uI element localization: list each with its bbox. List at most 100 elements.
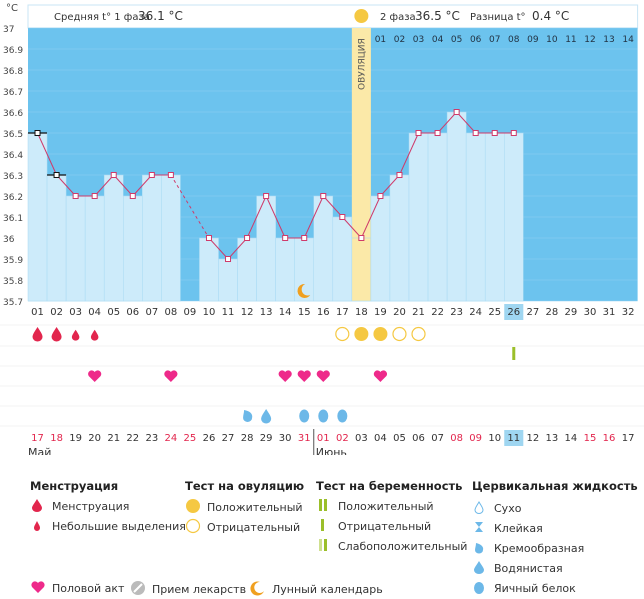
temperature-bar (446, 111, 467, 302)
temperature-line-segment (94, 174, 115, 197)
calendar-date-label: 02 (336, 433, 349, 444)
legend-spotting-label: Небольшие выделения (52, 520, 186, 533)
creamy-fluid-icon (243, 410, 253, 422)
legend-pregnancy-weak-item: Слабоположительный (316, 538, 467, 555)
temperature-point (263, 193, 270, 199)
intercourse-heart-icon (316, 370, 330, 382)
post-ovulation-day-label: 13 (603, 35, 614, 45)
cycle-day-label: 31 (603, 307, 616, 318)
cycle-day-label: 04 (88, 307, 101, 318)
legend-moon-item: Лунный календарь (250, 580, 383, 599)
legend-medication-label: Прием лекарств (152, 583, 247, 596)
calendar-date-label: 29 (260, 433, 273, 444)
temperature-bar (27, 132, 48, 302)
cycle-day-label: 20 (393, 307, 406, 318)
legend-ovulation-test-title: Тест на овуляцию (185, 479, 305, 493)
post-ovulation-day-label: 10 (546, 35, 558, 45)
temperature-bar (142, 174, 162, 302)
today-day-highlight (504, 304, 524, 320)
temperature-line-segment (322, 195, 343, 218)
temperature-bar (65, 195, 86, 302)
moon-icon (250, 580, 268, 599)
temperature-bar (123, 195, 143, 302)
legend-pregnancy-positive-label: Положительный (338, 500, 434, 513)
spotting-drop-icon (71, 329, 80, 341)
temperature-line-segment (437, 111, 457, 134)
temperature-bar (427, 132, 448, 302)
cycle-day-label: 21 (412, 307, 425, 318)
phase1-value: 36.1 °C (138, 9, 183, 23)
temperature-line-segment (113, 174, 134, 197)
intercourse-heart-icon (88, 370, 102, 382)
post-ovulation-day-label: 03 (413, 35, 424, 45)
temperature-point (510, 130, 517, 136)
calendar-date-label: 07 (431, 433, 444, 444)
calendar-date-label: 12 (526, 433, 539, 444)
legend-ovulation-positive-label: Положительный (207, 501, 303, 514)
ovulation-test-positive-icon (354, 327, 369, 341)
legend-ovulation-positive-item: Положительный (185, 498, 303, 517)
temperature-point (358, 235, 365, 241)
temperature-point (453, 109, 460, 115)
y-tick-label: 36.9 (3, 46, 23, 56)
calendar-date-label: 20 (88, 433, 101, 444)
legend-cervical-title: Цервикальная жидкость (472, 479, 638, 493)
calendar-date-label: 03 (355, 433, 368, 444)
temperature-line-segment (456, 111, 477, 134)
legend-pregnancy-negative-item: Отрицательный (316, 518, 431, 535)
post-ovulation-day-label: 11 (565, 35, 576, 45)
legend-cervical-eggwhite-label: Яичный белок (494, 582, 576, 595)
small-blood-drop-icon (30, 518, 48, 535)
temperature-bar (484, 132, 505, 302)
temperature-point (301, 235, 308, 241)
y-tick-label: 36.1 (3, 214, 23, 224)
phase2-label: 2 фаза (380, 12, 416, 23)
temperature-bar (332, 216, 353, 302)
ovulation-label: ОВУЛЯЦИЯ (357, 38, 367, 90)
eggwhite-fluid-icon (318, 409, 329, 423)
legend-cervical-dry-label: Сухо (494, 502, 522, 515)
cycle-day-label: 02 (50, 307, 63, 318)
temperature-line-segment (360, 195, 381, 239)
y-tick-label: 36.2 (3, 193, 23, 203)
temperature-line-segment (399, 132, 419, 176)
calendar-date-label: 11 (507, 433, 520, 444)
cycle-day-label: 10 (203, 307, 216, 318)
temperature-point (415, 130, 422, 136)
temperature-line-segment (56, 174, 76, 197)
temperature-bar (103, 174, 124, 302)
cycle-day-label: 17 (336, 307, 349, 318)
phase1-label: Средняя t° 1 фаза (54, 12, 150, 23)
temperature-point (339, 214, 346, 220)
temperature-point (377, 193, 384, 199)
spotting-drop-icon (90, 329, 99, 341)
sticky-hourglass-icon (472, 520, 490, 537)
cycle-day-label: 12 (241, 307, 254, 318)
calendar-date-label: 19 (69, 433, 82, 444)
post-ovulation-day-label: 02 (394, 35, 405, 45)
cycle-day-label: 19 (374, 307, 387, 318)
menstruation-drop-icon (51, 327, 62, 342)
temperature-bar (389, 174, 410, 302)
calendar-date-label: 16 (603, 433, 616, 444)
legend-cervical-dry-item: Сухо (472, 500, 521, 517)
menstruation-drop-icon (32, 327, 43, 342)
legend-cervical-sticky-label: Клейкая (494, 522, 543, 535)
ovulation-sun-icon (354, 9, 369, 23)
y-tick-label: 36.8 (3, 67, 23, 77)
y-tick-label: 36 (3, 235, 15, 245)
cycle-day-label: 11 (222, 307, 235, 318)
temperature-point (434, 130, 441, 136)
temperature-line-segment (227, 237, 248, 260)
temperature-point (396, 172, 403, 178)
eggwhite-fluid-icon (337, 409, 348, 423)
legend-cervical-watery-label: Водянистая (494, 562, 563, 575)
pregnancy-test-icon (512, 347, 516, 360)
temperature-bar (351, 237, 372, 302)
double-bar-icon (316, 498, 334, 515)
post-ovulation-day-label: 08 (508, 35, 520, 45)
temperature-line-segment (246, 195, 267, 239)
legend-cervical-watery-item: Водянистая (472, 560, 563, 577)
y-tick-label: 36.6 (3, 109, 23, 119)
cycle-day-label: 18 (355, 307, 368, 318)
